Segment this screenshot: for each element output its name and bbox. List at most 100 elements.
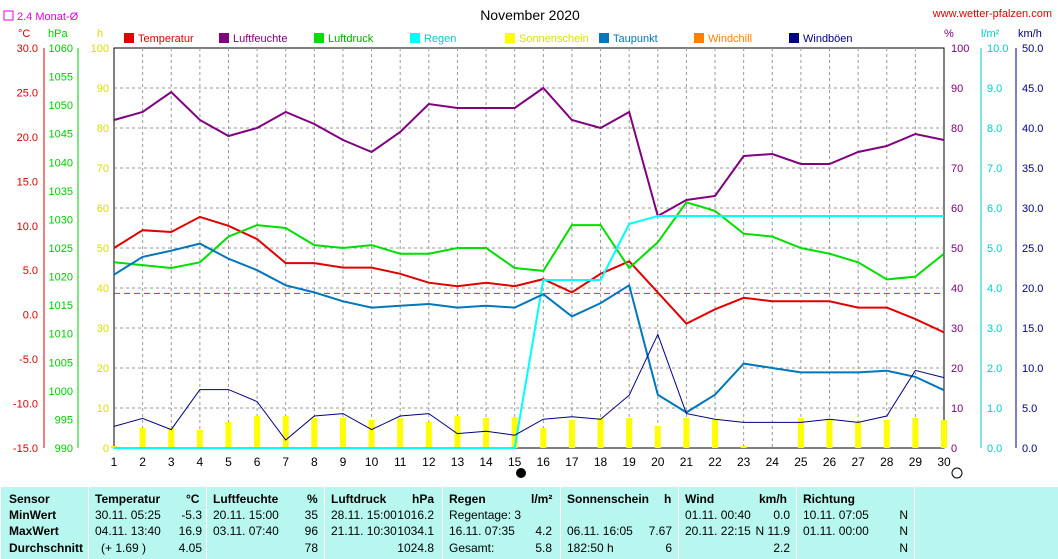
temp-max: 16.9 <box>178 524 202 538</box>
sunshine-bar <box>311 418 318 448</box>
col-hum: Luftfeuchte % 20.11. 15:00 35 03.11. 07:… <box>206 487 324 559</box>
sun-max: 7.67 <box>648 524 672 538</box>
x-tick-label: 14 <box>479 455 493 469</box>
wind-max: N 11.9 <box>755 524 790 538</box>
tick-label-temp: 0.0 <box>23 310 38 322</box>
legend-label: Taupunkt <box>613 33 658 45</box>
hum-head: Luftfeuchte <box>213 492 279 506</box>
rain-total-label: Gesamt: <box>449 541 495 555</box>
sunshine-bar <box>568 420 575 448</box>
legend-swatch <box>599 33 609 43</box>
tick-label-temp: -5.0 <box>19 354 38 366</box>
moon-full-icon <box>951 467 963 479</box>
x-tick-label: 8 <box>311 455 318 469</box>
tick-label-sun: 20 <box>97 363 109 375</box>
chart-title: November 2020 <box>480 7 580 23</box>
tick-label-hpa: 1005 <box>49 357 73 369</box>
dir-head: Richtung <box>803 492 855 506</box>
tick-label-wind: 35.0 <box>1022 163 1043 175</box>
series-line-press <box>113 201 945 281</box>
hum-unit: % <box>307 492 318 506</box>
tick-label-pct: 100 <box>951 43 969 55</box>
unit-pct: % <box>944 28 954 40</box>
tick-label-wind: 40.0 <box>1022 123 1043 135</box>
legend-swatch <box>314 33 324 43</box>
tick-label-wind: 45.0 <box>1022 83 1043 95</box>
wind-max-time: 20.11. 22:15 <box>685 524 751 538</box>
tick-label-wind: 15.0 <box>1022 323 1043 335</box>
sunshine-bar <box>683 418 690 448</box>
rain-days: Regentage: 3 <box>449 508 522 522</box>
temp-min-time: 30.11. 05:25 <box>95 508 161 522</box>
rain-head: Regen <box>449 492 486 506</box>
tick-label-sun: 90 <box>97 83 109 95</box>
tick-label-temp: 15.0 <box>17 176 38 188</box>
press-min-time: 28.11. 15:00 <box>331 508 397 522</box>
tick-label-pct: 10 <box>951 403 963 415</box>
legend: Temperatur Luftfeuchte Luftdruck Regen Sonne… <box>124 33 853 45</box>
tick-label-wind: 30.0 <box>1022 203 1043 215</box>
sunshine-bar <box>712 420 719 448</box>
tick-label-sun: 30 <box>97 323 109 335</box>
tick-label-sun: 10 <box>97 403 109 415</box>
x-tick-label: 30 <box>937 455 951 469</box>
tick-label-wind: 20.0 <box>1022 283 1043 295</box>
tick-label-hpa: 1020 <box>49 272 73 284</box>
x-tick-label: 11 <box>394 455 407 469</box>
tick-label-wind: 50.0 <box>1022 43 1043 55</box>
rain-max: 4.2 <box>535 524 552 538</box>
tick-label-temp: 20.0 <box>17 132 38 144</box>
tick-label-hpa: 1060 <box>49 43 73 55</box>
series-line-gust <box>113 333 945 441</box>
weather-chart: November 2020 www.wetter-pfalzen.com 2.4… <box>3 7 1052 479</box>
tick-label-wind: 5.0 <box>1022 403 1037 415</box>
source-link[interactable]: www.wetter-pfalzen.com <box>932 8 1052 20</box>
x-tick-label: 16 <box>537 455 551 469</box>
series-line-hum <box>113 86 945 218</box>
series-line-dew <box>113 242 945 414</box>
x-tick-label: 1 <box>111 455 118 469</box>
dir-max: N <box>899 524 908 538</box>
tick-label-sun: 0 <box>103 443 109 455</box>
unit-rain: l/m² <box>981 28 1000 40</box>
x-tick-label: 19 <box>622 455 636 469</box>
hum-min-time: 20.11. 15:00 <box>213 508 279 522</box>
temp-avg: 4.05 <box>178 541 202 555</box>
sunshine-bar <box>540 428 547 448</box>
sunshine-bar <box>196 430 203 448</box>
hum-avg: 78 <box>304 541 318 555</box>
legend-swatch <box>505 33 515 43</box>
temp-unit: °C <box>186 492 200 506</box>
press-max-time: 21.11. 10:30 <box>331 524 397 538</box>
legend-swatch <box>124 33 134 43</box>
x-tick-label: 29 <box>909 455 923 469</box>
x-tick-label: 5 <box>225 455 232 469</box>
sun-avg: 6 <box>665 541 672 555</box>
tick-label-hpa: 990 <box>55 443 73 455</box>
tick-label-rain: 7.0 <box>987 163 1002 175</box>
grid <box>113 47 945 449</box>
series-lines <box>113 86 945 449</box>
sunshine-bar <box>855 422 862 448</box>
sunshine-bar <box>941 420 947 448</box>
tick-label-rain: 1.0 <box>987 403 1002 415</box>
dir-avg: N <box>899 541 908 555</box>
moon-new-icon <box>516 468 526 478</box>
tick-label-temp: -15.0 <box>13 443 38 455</box>
col-wind: Wind km/h 01.11. 00:40 0.0 20.11. 22:15 … <box>678 487 796 559</box>
unit-wind: km/h <box>1018 28 1042 40</box>
row-max: MaxWert <box>9 524 59 538</box>
x-tick-label: 24 <box>766 455 780 469</box>
col-press: Luftdruck hPa 28.11. 15:00 1016.2 21.11.… <box>324 487 442 559</box>
sunshine-bar <box>168 428 175 448</box>
tick-label-rain: 2.0 <box>987 363 1002 375</box>
tick-label-rain: 5.0 <box>987 243 1002 255</box>
sunshine-bar <box>654 426 661 448</box>
temp-min: -5.3 <box>181 508 202 522</box>
x-tick-label: 28 <box>880 455 894 469</box>
legend-label: Luftdruck <box>328 33 374 45</box>
legend-label: Windböen <box>803 33 853 45</box>
legend-swatch <box>694 33 704 43</box>
tick-label-rain: 0.0 <box>987 443 1002 455</box>
tick-label-sun: 100 <box>91 43 109 55</box>
